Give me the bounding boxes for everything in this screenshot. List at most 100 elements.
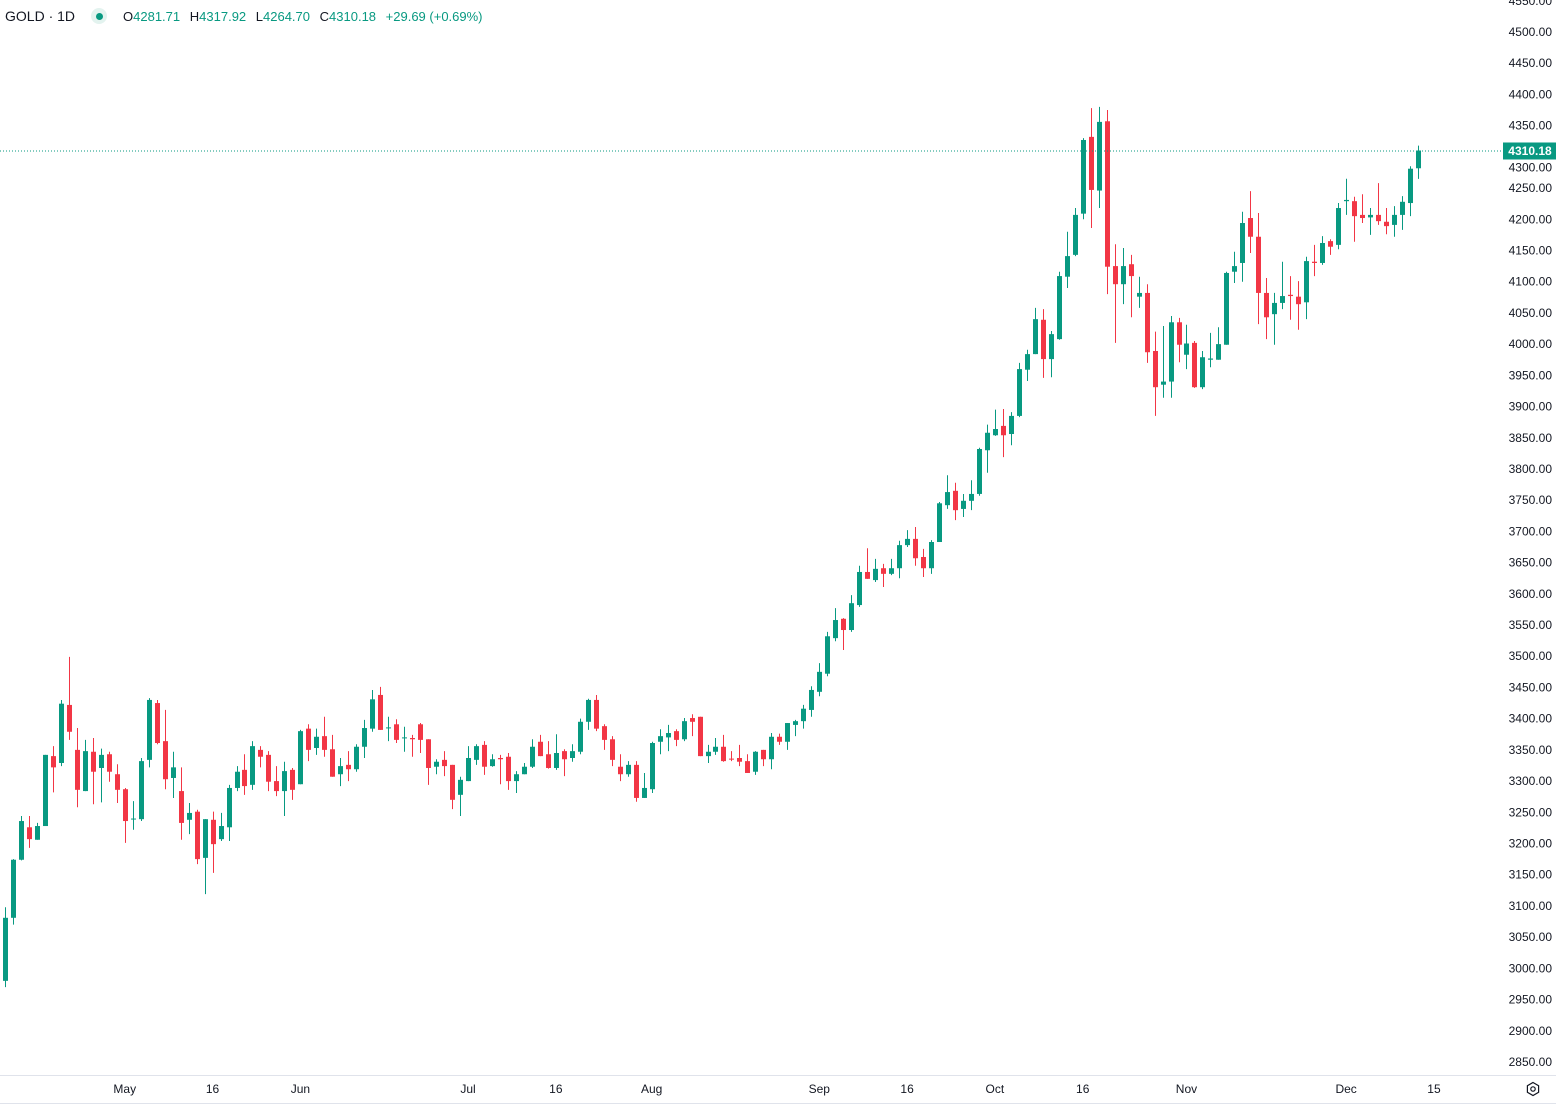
candle-body xyxy=(945,492,950,506)
candle-body xyxy=(1256,236,1261,293)
candle-body xyxy=(1033,319,1038,355)
candle-body xyxy=(554,753,559,768)
candle-body xyxy=(242,769,247,787)
candle-body xyxy=(578,721,583,752)
open-label: O xyxy=(123,8,134,24)
candle-body xyxy=(698,716,703,757)
candle-body xyxy=(873,568,878,581)
candle-body xyxy=(833,620,838,639)
candle xyxy=(993,409,998,436)
y-tick-label: 3300.00 xyxy=(1509,774,1553,788)
candle xyxy=(634,761,639,802)
candle xyxy=(729,751,734,762)
candle xyxy=(1184,324,1189,370)
candle xyxy=(338,757,343,787)
candle xyxy=(674,729,679,747)
candle xyxy=(1376,183,1381,225)
candle-body xyxy=(354,746,359,770)
y-tick-label: 3450.00 xyxy=(1509,680,1553,694)
candle xyxy=(482,741,487,775)
candle-body xyxy=(610,739,615,760)
candle xyxy=(522,762,527,775)
candle xyxy=(690,714,695,737)
candle-body xyxy=(99,754,104,768)
price-axis[interactable]: 2850.00 2900.00 2950.00 3000.00 3050.00 3100.… xyxy=(1509,0,1553,1069)
last-price-value: 4310.18 xyxy=(1508,144,1552,158)
candle xyxy=(658,729,663,755)
candle xyxy=(1161,326,1166,398)
candle-body xyxy=(466,757,471,782)
candle-body xyxy=(785,723,790,742)
y-tick-label: 4100.00 xyxy=(1509,275,1553,289)
candle xyxy=(985,424,990,473)
candle xyxy=(1097,106,1102,209)
candle-body xyxy=(338,766,343,775)
candle xyxy=(458,776,463,817)
gear-icon[interactable] xyxy=(1525,1081,1541,1097)
candle-body xyxy=(1192,342,1197,388)
candle-body xyxy=(1272,302,1277,315)
candle xyxy=(602,724,607,750)
candle xyxy=(1336,203,1341,250)
candle-body xyxy=(905,538,910,546)
candle-body xyxy=(378,694,383,730)
candle xyxy=(873,558,878,582)
candle xyxy=(386,716,391,742)
x-tick-label: 16 xyxy=(1076,1082,1090,1096)
candle xyxy=(362,719,367,758)
candle xyxy=(490,754,495,767)
candle xyxy=(450,764,455,810)
high-value: 4317.92 xyxy=(199,8,247,24)
candle xyxy=(227,784,232,842)
candle xyxy=(1392,206,1397,237)
candle xyxy=(346,751,351,782)
candle xyxy=(1041,309,1046,378)
candle xyxy=(1065,231,1070,288)
market-status-icon[interactable] xyxy=(91,8,108,24)
candle xyxy=(67,656,72,740)
candle-body xyxy=(35,826,40,840)
close-value: 4310.18 xyxy=(329,8,377,24)
candle xyxy=(330,734,335,777)
candle xyxy=(849,595,854,632)
candle xyxy=(642,772,647,798)
candle-body xyxy=(1280,296,1285,303)
candle-body xyxy=(506,756,511,782)
candle xyxy=(306,724,311,762)
candle xyxy=(1240,211,1245,282)
candle xyxy=(1137,276,1142,308)
candle xyxy=(857,565,862,607)
candle-body xyxy=(1416,150,1421,169)
candle-body xyxy=(27,827,32,840)
y-tick-label: 2950.00 xyxy=(1509,993,1553,1007)
candle xyxy=(833,608,838,642)
candle-body xyxy=(682,721,687,740)
x-tick-label: Aug xyxy=(641,1082,662,1096)
candle-body xyxy=(1009,415,1014,435)
symbol-legend: GOLD · 1D O4281.71 H4317.92 L4264.70 C43… xyxy=(5,7,483,25)
y-tick-label: 3600.00 xyxy=(1509,587,1553,601)
candle-body xyxy=(386,727,391,729)
candle-body xyxy=(865,571,870,579)
candle xyxy=(626,761,631,777)
candle-body xyxy=(674,731,679,740)
symbol-title[interactable]: GOLD · 1D xyxy=(5,8,76,24)
candle-body xyxy=(761,749,766,760)
candle xyxy=(666,724,671,752)
x-tick-label: Oct xyxy=(986,1082,1005,1096)
candle xyxy=(761,749,766,767)
candle xyxy=(713,738,718,755)
candle-body xyxy=(1408,168,1413,204)
candle-body xyxy=(1001,425,1006,436)
candle-body xyxy=(426,739,431,768)
time-axis[interactable]: May 16 Jun Jul 16 Aug Sep 16 Oct 16 Nov Dec 15 xyxy=(113,1082,1441,1096)
y-tick-label: 3800.00 xyxy=(1509,462,1553,476)
candle-body xyxy=(642,787,647,798)
change-value: +29.69 (+0.69%) xyxy=(385,8,483,24)
candle xyxy=(35,822,40,840)
candle xyxy=(769,733,774,770)
candle xyxy=(945,475,950,509)
y-tick-label: 3400.00 xyxy=(1509,712,1553,726)
x-tick-label: Nov xyxy=(1176,1082,1197,1096)
